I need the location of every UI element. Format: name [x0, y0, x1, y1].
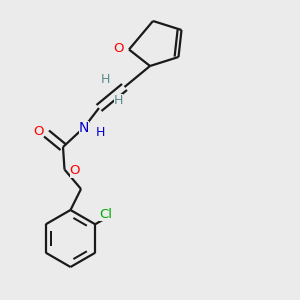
Text: H: H [96, 125, 105, 139]
Text: Cl: Cl [99, 208, 112, 220]
Text: O: O [113, 41, 124, 55]
Text: O: O [33, 125, 44, 139]
Text: H: H [100, 73, 110, 86]
Text: H: H [114, 94, 123, 107]
Text: N: N [79, 121, 89, 134]
Text: O: O [70, 164, 80, 178]
